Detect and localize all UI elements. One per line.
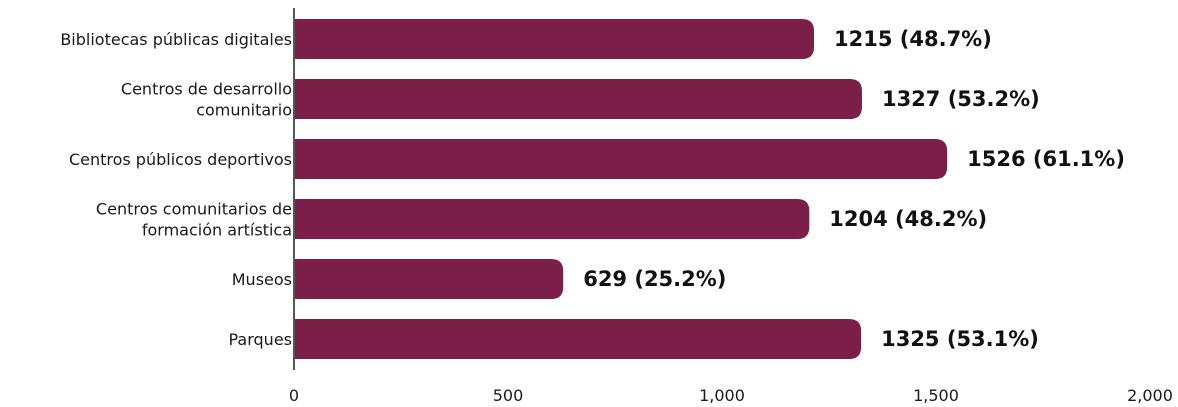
- category-label-line: Parques: [228, 330, 292, 349]
- bar-value-label: 1215 (48.7%): [834, 27, 992, 51]
- bar-value-label: 629 (25.2%): [583, 267, 726, 291]
- bar-value-label: 1526 (61.1%): [967, 147, 1125, 171]
- bar: [294, 259, 564, 299]
- category-label-line: Museos: [232, 270, 292, 289]
- category-label-line: Centros de desarrollo: [121, 80, 292, 99]
- bar: [294, 199, 810, 239]
- bar: [294, 79, 862, 119]
- bar: [294, 319, 862, 359]
- category-label: Parques: [228, 330, 292, 349]
- category-label-line: Centros comunitarios de: [96, 200, 292, 219]
- bar-value-label: 1204 (48.2%): [829, 207, 987, 231]
- category-label-line: Centros públicos deportivos: [69, 150, 292, 169]
- category-label-line: comunitario: [196, 101, 292, 120]
- category-label-line: Bibliotecas públicas digitales: [60, 30, 292, 49]
- category-labels-layer: Bibliotecas públicas digitales Centros de…: [60, 30, 292, 349]
- x-tick-label: 1,500: [913, 386, 959, 405]
- category-label: Bibliotecas públicas digitales: [60, 30, 292, 49]
- category-label: Centros comunitarios de formación artísti…: [96, 200, 292, 240]
- category-label-line: formación artística: [142, 221, 292, 240]
- category-label: Centros públicos deportivos: [69, 150, 292, 169]
- category-label: Museos: [232, 270, 292, 289]
- bar: [294, 19, 815, 59]
- bars-layer: [294, 19, 948, 359]
- x-tick-label: 0: [289, 386, 299, 405]
- category-label: Centros de desarrollo comunitario: [121, 80, 292, 120]
- bar-value-label: 1327 (53.2%): [882, 87, 1040, 111]
- data-labels-layer: 1215 (48.7%) 1327 (53.2%) 1526 (61.1%) 1204…: [583, 27, 1125, 351]
- axis-layer: 0 500 1,000 1,500 2,000: [289, 8, 1173, 405]
- bar: [294, 139, 948, 179]
- x-tick-label: 1,000: [699, 386, 745, 405]
- x-tick-label: 500: [493, 386, 524, 405]
- x-tick-label: 2,000: [1127, 386, 1173, 405]
- bar-value-label: 1325 (53.1%): [881, 327, 1039, 351]
